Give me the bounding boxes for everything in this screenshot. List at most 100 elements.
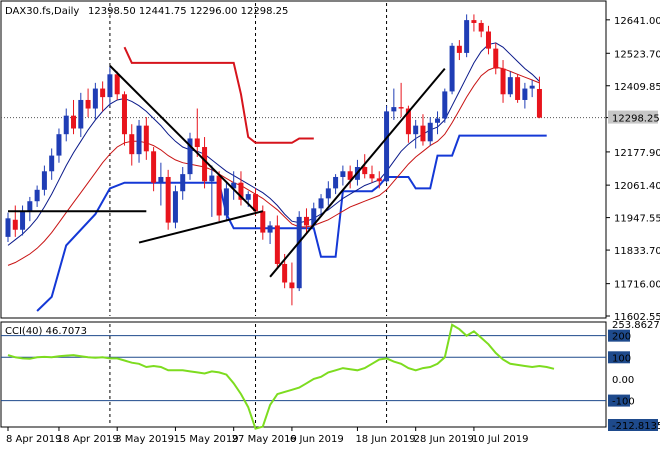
cci-tick-box: [608, 329, 630, 342]
candle-body: [500, 68, 506, 95]
price-y-tick-label: 12409.85: [614, 82, 660, 93]
candle-body: [493, 48, 499, 69]
chart-header-symbol: DAX30.fs,Daily: [5, 6, 79, 17]
candle-body: [340, 171, 346, 177]
candle-body: [92, 88, 98, 109]
candle-body: [63, 115, 69, 135]
x-tick-label: 28 Jun 2019: [414, 434, 474, 445]
candle-body: [209, 175, 215, 182]
price-y-tick-label: 11947.55: [614, 214, 660, 225]
candle-body: [245, 194, 251, 200]
candle-body: [515, 77, 521, 100]
cci-y-tick-label: 200: [612, 332, 631, 343]
price-y-tick-label: 11716.00: [614, 280, 660, 291]
trend-line: [269, 67, 446, 278]
x-tick-label: 6 Jun 2019: [290, 434, 344, 445]
x-tick-label: 8 Apr 2019: [6, 434, 61, 445]
cci-y-tick-label: 0.00: [612, 375, 634, 386]
candle-body: [253, 194, 259, 212]
candle-body: [420, 125, 426, 142]
candle-body: [143, 125, 149, 152]
candle-body: [478, 22, 484, 32]
price-y-tick-label: 11602.55: [614, 312, 660, 323]
cci-y-tick-label: -100: [612, 397, 635, 408]
candle-body: [303, 216, 309, 226]
trend-line: [109, 65, 257, 212]
chart-header-ohlc: 12398.50 12441.75 12296.00 12298.25: [88, 6, 288, 17]
slow-ma-line: [7, 66, 540, 266]
candle-body: [260, 211, 266, 233]
upper-channel-line: [123, 46, 314, 144]
candle-body: [311, 208, 317, 226]
candle-body: [41, 171, 47, 190]
candle-body: [121, 94, 127, 135]
candle-body: [231, 182, 237, 189]
candle-body: [405, 108, 411, 135]
candle-body: [100, 88, 106, 98]
candle-body: [427, 122, 433, 142]
x-tick-label: 10 Jul 2019: [472, 434, 529, 445]
candle-body: [202, 147, 208, 182]
candle-body: [107, 74, 113, 98]
x-tick-label: 3 May 2019: [115, 434, 174, 445]
candle-body: [172, 191, 178, 223]
candle-body: [471, 20, 477, 23]
candle-body: [274, 225, 280, 264]
candle-body: [114, 74, 120, 95]
candle-body: [151, 151, 157, 183]
candle-body: [369, 174, 375, 179]
candle-body: [456, 45, 462, 53]
price-y-tick-label: 12177.90: [614, 148, 660, 159]
cci-header: CCI(40) 46.7073: [5, 326, 87, 337]
candle-body: [376, 178, 382, 182]
candle-body: [296, 216, 302, 289]
candle-body: [442, 91, 448, 119]
price-plot-background: [0, 0, 607, 319]
x-tick-label: 15 May 2019: [173, 434, 238, 445]
lower-channel-line: [36, 134, 547, 312]
x-tick-label: 18 Jun 2019: [355, 434, 415, 445]
candle-body: [12, 219, 18, 230]
price-marks: [5, 14, 547, 312]
candle-body: [238, 182, 244, 200]
last-price-label: 12298.25: [612, 114, 660, 125]
candle-body: [165, 176, 171, 223]
candle-body: [158, 176, 164, 183]
price-y-tick-label: 12641.00: [614, 16, 660, 27]
candle-body: [78, 99, 84, 129]
candle-body: [413, 125, 419, 135]
cci-y-tick-label: 100: [612, 353, 631, 364]
price-panel: 12641.00 12523.70 12409.85 12177.90 12061.40…: [0, 0, 660, 323]
candle-body: [129, 134, 135, 155]
candle-body: [333, 176, 339, 189]
candle-body: [522, 88, 528, 100]
candle-body: [485, 31, 491, 49]
candle-body: [223, 188, 229, 216]
x-tick-label: 27 May 2019: [232, 434, 297, 445]
price-grid: 12641.00 12523.70 12409.85 12177.90 12061.40…: [1, 3, 660, 323]
candle-body: [391, 107, 397, 112]
candle-body: [398, 107, 404, 109]
candle-body: [347, 171, 353, 180]
candle-body: [325, 188, 331, 199]
candle-body: [56, 134, 62, 156]
candle-body: [34, 189, 40, 202]
candle-body: [289, 282, 295, 289]
price-y-tick-label: 11833.70: [614, 246, 660, 257]
candle-body: [449, 45, 455, 92]
fast-ma-line: [7, 42, 540, 246]
cci-tick-box: [608, 351, 630, 364]
price-y-tick-label: 12061.40: [614, 181, 660, 192]
candle-body: [187, 138, 193, 175]
candle-body: [20, 211, 26, 230]
candle-body: [85, 99, 91, 109]
candle-body: [216, 175, 222, 216]
candle-body: [464, 20, 470, 53]
cci-line: [7, 323, 555, 430]
candle-body: [318, 198, 324, 209]
last-price-box: [608, 110, 658, 124]
candle-body: [435, 118, 441, 123]
candle-body: [384, 111, 390, 182]
